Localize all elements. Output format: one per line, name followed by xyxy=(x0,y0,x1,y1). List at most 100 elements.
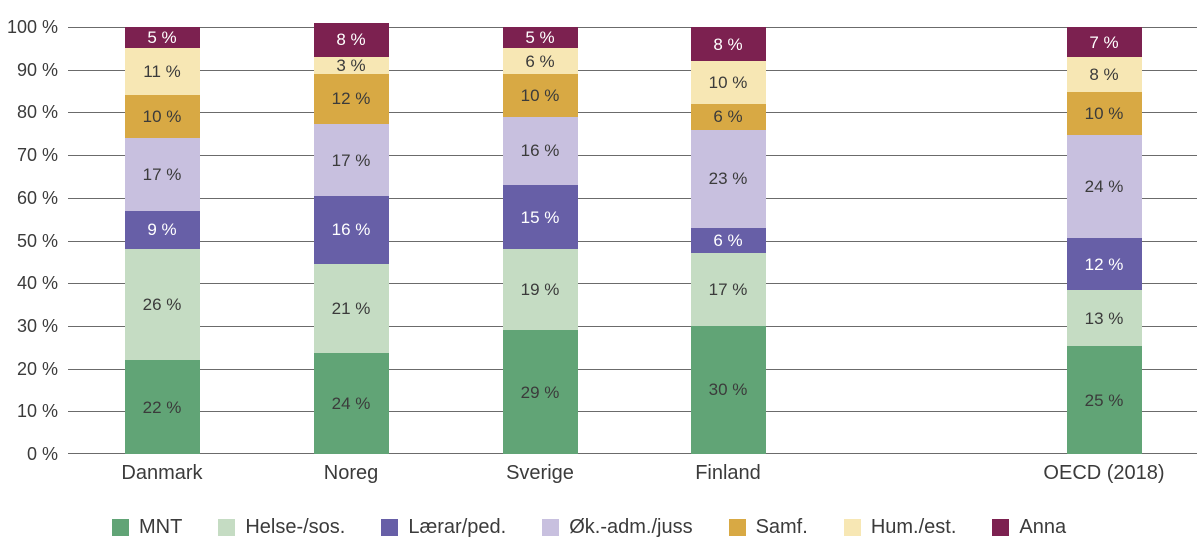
segment-value-label: 24 % xyxy=(331,393,371,413)
segment-value-label: 13 % xyxy=(1084,308,1124,328)
segment-value-label: 5 % xyxy=(147,28,177,48)
gridline-20 xyxy=(68,368,1197,370)
segment-hum-est-: 11 % xyxy=(124,48,200,96)
x-label-danmark: Danmark xyxy=(121,462,203,484)
y-tick-label-100: 100 % xyxy=(6,17,58,37)
segment-lærar-ped-: 15 % xyxy=(502,185,578,250)
legend-label: Helse-/sos. xyxy=(245,516,346,538)
legend-label: MNT xyxy=(139,516,183,538)
x-label-oecd-2018-: OECD (2018) xyxy=(1043,462,1165,484)
segment-value-label: 11 % xyxy=(143,62,181,82)
segment-anna: 8 % xyxy=(313,22,389,57)
segment-hum-est-: 8 % xyxy=(1066,57,1142,92)
segment-øk-adm-juss: 17 % xyxy=(124,138,200,211)
segment-value-label: 16 % xyxy=(520,141,560,161)
gridline-0 xyxy=(68,453,1197,454)
segment-value-label: 19 % xyxy=(520,280,560,300)
segment-helse-sos-: 13 % xyxy=(1066,290,1142,347)
segment-value-label: 10 % xyxy=(1084,103,1124,123)
segment-value-label: 8 % xyxy=(713,34,743,54)
segment-value-label: 17 % xyxy=(331,150,371,170)
segment-hum-est-: 10 % xyxy=(690,61,766,104)
legend-item-helse-sos-: Helse-/sos. xyxy=(218,515,345,539)
segment-value-label: 17 % xyxy=(142,164,182,184)
segment-lærar-ped-: 6 % xyxy=(690,227,766,254)
y-axis: 0 % 10 % 20 % 30 % 40 % 50 % 60 % 70 % 80 % 90 % 1… xyxy=(0,0,58,558)
legend-item-øk-adm-juss: Øk.-adm./juss xyxy=(542,515,693,539)
y-tick-label-30: 30 % xyxy=(16,315,58,336)
gridline-80 xyxy=(68,112,1197,114)
bar-finland: 30 % 17 % 6 % 23 % 6 % 10 % 8 % xyxy=(690,27,766,454)
y-tick-label-10: 10 % xyxy=(16,401,58,422)
gridline-100 xyxy=(68,27,1197,28)
segment-samf-: 10 % xyxy=(1066,91,1142,135)
legend-swatch-icon xyxy=(728,518,746,536)
legend-label: Øk.-adm./juss xyxy=(569,516,693,538)
segment-øk-adm-juss: 16 % xyxy=(502,116,578,185)
segment-helse-sos-: 19 % xyxy=(502,249,578,331)
segment-mnt: 25 % xyxy=(1066,346,1142,454)
legend-item-anna: Anna xyxy=(992,515,1066,539)
segment-samf-: 6 % xyxy=(690,103,766,130)
segment-hum-est-: 6 % xyxy=(502,48,578,74)
segment-helse-sos-: 17 % xyxy=(690,253,766,326)
segment-value-label: 30 % xyxy=(708,380,748,400)
bar-danmark: 22 % 26 % 9 % 17 % 10 % 11 % 5 % xyxy=(124,27,200,454)
segment-value-label: 21 % xyxy=(331,298,371,318)
legend-label: Samf. xyxy=(755,516,808,538)
bar-noreg: 24 % 21 % 16 % 17 % 12 % 3 % 8 % xyxy=(313,22,389,454)
segment-samf-: 10 % xyxy=(124,95,200,139)
segment-value-label: 5 % xyxy=(525,28,555,48)
bar-oecd-2018-: 25 % 13 % 12 % 24 % 10 % 8 % 7 % xyxy=(1066,27,1142,454)
x-label-sverige: Sverige xyxy=(506,462,574,484)
bar-sverige: 29 % 19 % 15 % 16 % 10 % 6 % 5 % xyxy=(502,27,578,454)
segment-value-label: 26 % xyxy=(142,295,182,315)
y-tick-label-50: 50 % xyxy=(16,230,58,251)
legend-swatch-icon xyxy=(542,518,560,536)
segment-value-label: 17 % xyxy=(708,280,748,300)
y-tick-label-80: 80 % xyxy=(16,102,58,123)
gridline-90 xyxy=(68,69,1197,71)
segment-anna: 8 % xyxy=(690,27,766,62)
segment-value-label: 6 % xyxy=(525,51,555,71)
segment-value-label: 22 % xyxy=(142,397,182,417)
segment-helse-sos-: 26 % xyxy=(124,249,200,361)
segment-value-label: 23 % xyxy=(708,169,748,189)
legend-item-mnt: MNT xyxy=(112,515,182,539)
segment-øk-adm-juss: 23 % xyxy=(690,129,766,228)
y-tick-label-70: 70 % xyxy=(16,145,58,166)
x-label-noreg: Noreg xyxy=(323,462,379,484)
segment-lærar-ped-: 16 % xyxy=(313,196,389,264)
segment-value-label: 16 % xyxy=(331,220,371,240)
segment-mnt: 30 % xyxy=(690,325,766,454)
legend-item-hum-est-: Hum./est. xyxy=(843,515,956,539)
segment-anna: 5 % xyxy=(502,27,578,49)
segment-lærar-ped-: 12 % xyxy=(1066,238,1142,291)
segment-value-label: 10 % xyxy=(708,73,748,93)
segment-value-label: 6 % xyxy=(713,107,743,127)
y-tick-label-0: 0 % xyxy=(26,444,58,464)
segment-value-label: 10 % xyxy=(142,107,182,127)
segment-value-label: 29 % xyxy=(520,382,560,402)
gridline-70 xyxy=(68,155,1197,157)
legend-swatch-icon xyxy=(992,518,1010,536)
segment-value-label: 9 % xyxy=(147,220,177,240)
segment-value-label: 3 % xyxy=(336,55,366,75)
segment-lærar-ped-: 9 % xyxy=(124,210,200,250)
gridline-40 xyxy=(68,283,1197,285)
legend-item-lærar-ped-: Lærar/ped. xyxy=(381,515,506,539)
legend-label: Lærar/ped. xyxy=(408,516,507,538)
segment-value-label: 15 % xyxy=(520,207,560,227)
segment-øk-adm-juss: 17 % xyxy=(313,124,389,197)
segment-anna: 5 % xyxy=(124,27,200,49)
gridline-30 xyxy=(68,325,1197,327)
segment-hum-est-: 3 % xyxy=(313,55,389,75)
segment-mnt: 29 % xyxy=(502,330,578,454)
segment-value-label: 7 % xyxy=(1089,32,1119,52)
y-tick-label-90: 90 % xyxy=(16,59,58,80)
segment-value-label: 8 % xyxy=(336,30,366,50)
segment-value-label: 25 % xyxy=(1084,390,1124,410)
gridline-10 xyxy=(68,411,1197,413)
gridline-50 xyxy=(68,240,1197,242)
